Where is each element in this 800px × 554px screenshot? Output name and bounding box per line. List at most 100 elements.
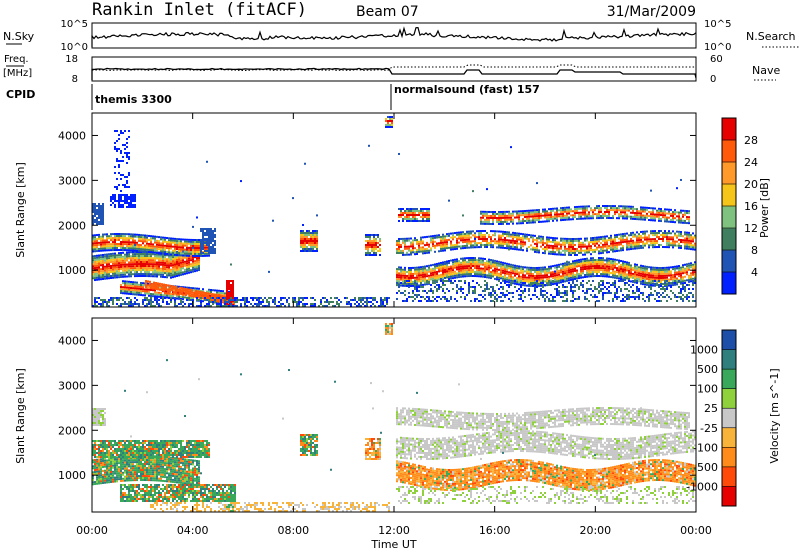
echo-cell (350, 299, 352, 301)
echo-cell (110, 233, 112, 236)
echo-cell (512, 243, 514, 246)
echo-cell (568, 247, 570, 250)
echo-cell (100, 254, 102, 257)
echo-cell (134, 196, 136, 198)
echo-cell (648, 272, 650, 275)
echo-cell (420, 246, 422, 249)
echo-cell (174, 299, 176, 301)
echo-cell (434, 273, 436, 276)
echo-cell (472, 234, 474, 237)
echo-cell (122, 194, 124, 196)
echo-cell (488, 264, 490, 267)
echo-cell (389, 116, 391, 118)
echo-cell (132, 257, 134, 260)
echo-cell (168, 256, 170, 259)
echo-cell (446, 270, 448, 273)
echo-cell (618, 241, 620, 244)
echo-cell (490, 273, 492, 276)
echo-cell (154, 255, 156, 258)
echo-cell (180, 238, 182, 241)
echo-cell (562, 276, 564, 279)
echo-cell (436, 272, 438, 275)
echo-cell (430, 247, 432, 250)
echo-cell (369, 240, 371, 242)
echo-cell (94, 240, 96, 243)
echo-cell (464, 267, 466, 270)
echo-cell (488, 244, 490, 247)
echo-cell (140, 288, 142, 290)
echo-cell (400, 237, 402, 240)
echo-cell (414, 220, 416, 222)
echo-cell (154, 299, 156, 301)
echo-cell (626, 269, 628, 272)
echo-cell (312, 238, 314, 240)
echo-cell (100, 241, 102, 244)
echo-cell (165, 284, 167, 286)
echo-cell (102, 207, 104, 209)
echo-cell (650, 232, 652, 235)
echo-cell (120, 247, 122, 250)
echo-cell (440, 273, 442, 276)
echo-cell (584, 262, 586, 265)
echo-cell (640, 280, 642, 283)
echo-cell (544, 250, 546, 253)
echo-cell (438, 268, 440, 271)
echo-cell (470, 236, 472, 239)
echo-cell (426, 243, 428, 246)
echo-cell (454, 260, 456, 263)
echo-cell (546, 240, 548, 243)
echo-cell (656, 282, 658, 285)
echo-cell (526, 266, 528, 269)
echo-cell (398, 274, 400, 277)
echo-cell (156, 245, 158, 248)
echo-cell (536, 247, 538, 250)
echo-cell (508, 271, 510, 274)
echo-cell (410, 278, 412, 281)
echo-cell (434, 279, 436, 282)
echo-cell (92, 221, 94, 223)
echo-cell (212, 244, 214, 246)
echo-cell (148, 238, 150, 241)
echo-cell (234, 297, 236, 299)
echo-cell (528, 266, 530, 269)
echo-cell (638, 239, 640, 242)
echo-cell (118, 274, 120, 277)
echo-cell (200, 303, 202, 305)
echo-cell (138, 257, 140, 260)
echo-cell (114, 297, 116, 299)
echo-cell (122, 267, 124, 270)
echo-cell (498, 210, 500, 213)
echo-cell (682, 268, 684, 271)
echo-cell (430, 274, 432, 277)
echo-cell (586, 265, 588, 268)
echo-cell (152, 275, 154, 278)
echo-cell (530, 248, 532, 251)
echo-cell (586, 247, 588, 250)
echo-cell (568, 245, 570, 248)
echo-cell (128, 292, 130, 295)
echo-cell (332, 301, 334, 303)
echo-cell (680, 272, 682, 275)
echo-cell (598, 244, 600, 247)
echo-cell (180, 240, 182, 243)
echo-cell (106, 273, 108, 276)
echo-cell (640, 276, 642, 279)
echo-cell (666, 270, 668, 273)
echo-cell (564, 251, 566, 254)
echo-cell (138, 273, 140, 276)
echo-cell (365, 236, 367, 238)
echo-cell (344, 297, 346, 299)
echo-cell (166, 270, 168, 273)
echo-cell (193, 293, 195, 296)
echo-cell (126, 243, 128, 246)
echo-cell (132, 198, 134, 200)
echo-cell (660, 238, 662, 241)
echo-cell (396, 247, 398, 250)
echo-cell (150, 259, 152, 262)
cpid-segment-1: themis 3300 (95, 93, 172, 106)
echo-cell (578, 241, 580, 244)
echo-cell (134, 263, 136, 266)
echo-cell (500, 246, 502, 249)
echo-cell (498, 246, 500, 249)
echo-cell (494, 261, 496, 264)
